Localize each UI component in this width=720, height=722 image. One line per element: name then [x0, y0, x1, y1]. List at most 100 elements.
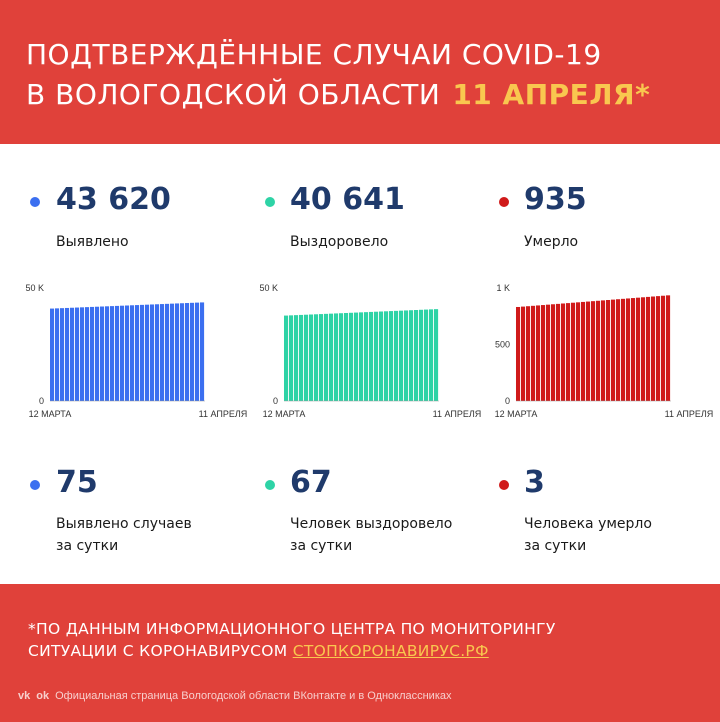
chart-bar — [70, 307, 75, 401]
chart-bar — [55, 308, 60, 401]
chart-bar — [85, 307, 90, 401]
chart-bar — [354, 312, 359, 401]
y-tick-label: 50 K — [259, 283, 278, 293]
chart-bar — [50, 308, 55, 401]
daily-detected-label-line1: Выявлено случаев — [56, 516, 192, 532]
chart-bar — [626, 298, 631, 401]
chart-bar — [419, 309, 424, 401]
chart-bar — [80, 307, 85, 401]
source-note-line2-prefix: СИТУАЦИИ С КОРОНАВИРУСОМ — [28, 642, 293, 660]
x-tick-label: 11 АПРЕЛЯ — [199, 409, 248, 419]
chart-bar — [185, 303, 190, 401]
chart-bar — [424, 309, 429, 401]
chart-bar — [576, 302, 581, 401]
chart-bar — [329, 313, 334, 401]
chart-bar — [399, 310, 404, 401]
chart-bar — [319, 314, 324, 401]
y-tick-label: 0 — [39, 396, 44, 406]
chart-bar — [180, 303, 185, 401]
chart-bar — [339, 313, 344, 401]
source-note-line2: СИТУАЦИИ С КОРОНАВИРУСОМ СТОПКОРОНАВИРУС… — [28, 640, 556, 662]
chart-bar — [369, 311, 374, 401]
ok-icon[interactable]: ok — [36, 690, 50, 702]
total-detected-label: Выявлено — [56, 234, 129, 250]
chart-bar — [374, 311, 379, 401]
chart-bar — [294, 315, 299, 401]
daily-recovered-label-line2: за сутки — [290, 538, 353, 554]
x-tick-label: 11 АПРЕЛЯ — [665, 409, 714, 419]
chart-bar — [324, 313, 329, 401]
chart-bar — [299, 314, 304, 401]
chart-bar — [661, 295, 666, 401]
daily-detected-dot-icon — [30, 480, 40, 490]
chart-bar — [546, 304, 551, 401]
chart-bar — [556, 303, 561, 401]
chart-bar — [175, 303, 180, 401]
recovered-chart: 50 K 0 12 МАРТА 11 АПРЕЛЯ — [254, 274, 481, 424]
chart-bar — [155, 304, 160, 401]
daily-recovered-dot-icon — [265, 480, 275, 490]
title-date: 11 АПРЕЛЯ* — [452, 78, 651, 111]
recovered-chart-svg: 50 K 0 12 МАРТА 11 АПРЕЛЯ — [259, 283, 481, 419]
chart-bar — [125, 305, 130, 401]
source-link[interactable]: СТОПКОРОНАВИРУС.РФ — [292, 642, 489, 660]
title-region: В ВОЛОГОДСКОЙ ОБЛАСТИ — [26, 78, 441, 111]
chart-bar — [90, 306, 95, 401]
chart-bar — [195, 302, 200, 401]
chart-bar — [591, 301, 596, 401]
source-note: *ПО ДАННЫМ ИНФОРМАЦИОННОГО ЦЕНТРА ПО МОН… — [28, 618, 556, 662]
daily-died-dot-icon — [499, 480, 509, 490]
daily-recovered-value: 67 — [290, 465, 332, 500]
daily-detected-value: 75 — [56, 465, 98, 500]
total-died-value: 935 — [524, 182, 587, 217]
vk-icon[interactable]: vk — [18, 690, 31, 702]
chart-bar — [611, 299, 616, 401]
chart-bar — [115, 305, 120, 401]
chart-bar — [394, 310, 399, 401]
total-detected-value: 43 620 — [56, 182, 171, 217]
x-tick-label: 11 АПРЕЛЯ — [433, 409, 482, 419]
x-tick-label: 12 МАРТА — [495, 409, 538, 419]
chart-bar — [531, 305, 536, 401]
chart-bar — [414, 310, 419, 401]
died-chart: 1 K 500 0 12 МАРТА 11 АПРЕЛЯ — [486, 274, 714, 424]
chart-bar — [606, 300, 611, 401]
chart-bar — [150, 304, 155, 401]
detected-chart: 50 K 0 12 МАРТА 11 АПРЕЛЯ — [20, 274, 247, 424]
chart-bar — [551, 304, 556, 401]
detected-dot-icon — [30, 197, 40, 207]
chart-bar — [636, 297, 641, 401]
chart-bar — [135, 305, 140, 401]
chart-bar — [646, 296, 651, 401]
y-tick-label: 0 — [273, 396, 278, 406]
chart-bar — [344, 313, 349, 401]
chart-bar — [120, 305, 125, 401]
x-tick-label: 12 МАРТА — [263, 409, 306, 419]
chart-bar — [389, 311, 394, 401]
chart-bar — [284, 315, 289, 401]
daily-died-label-line2: за сутки — [524, 538, 587, 554]
recovered-dot-icon — [265, 197, 275, 207]
chart-bar — [521, 306, 526, 401]
chart-bar — [379, 311, 384, 401]
chart-bar — [384, 311, 389, 401]
chart-bar — [429, 309, 434, 401]
chart-bar — [95, 306, 100, 401]
chart-bar — [616, 299, 621, 401]
x-tick-label: 12 МАРТА — [29, 409, 72, 419]
chart-bar — [621, 298, 626, 401]
total-recovered-label: Выздоровело — [290, 234, 389, 250]
title-line-2: В ВОЛОГОДСКОЙ ОБЛАСТИ 11 АПРЕЛЯ* — [26, 78, 650, 111]
daily-died-value: 3 — [524, 465, 545, 500]
chart-bar — [334, 313, 339, 401]
chart-bar — [105, 306, 110, 401]
stats-panel: 43 620 Выявлено 40 641 Выздоровело 935 У… — [0, 144, 720, 584]
chart-bar — [200, 302, 205, 401]
chart-bar — [309, 314, 314, 401]
chart-bar — [516, 306, 521, 401]
y-tick-label: 500 — [495, 340, 510, 350]
chart-bar — [304, 314, 309, 401]
chart-bar — [434, 309, 439, 401]
source-note-line1: *ПО ДАННЫМ ИНФОРМАЦИОННОГО ЦЕНТРА ПО МОН… — [28, 620, 556, 638]
chart-bar — [60, 308, 65, 401]
